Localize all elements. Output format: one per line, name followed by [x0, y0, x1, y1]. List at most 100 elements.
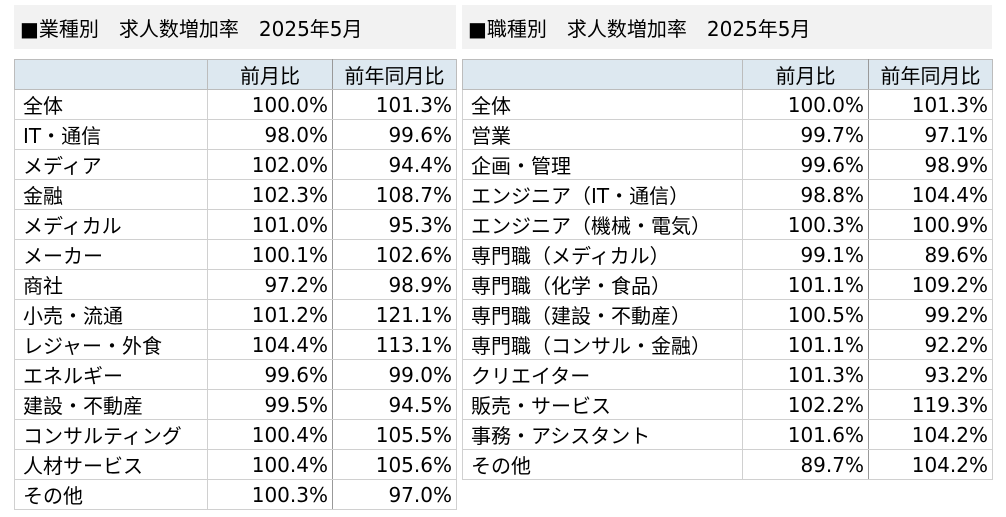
industry-row-mom-value: 100.4%	[207, 449, 333, 480]
job-header-mom: 前月比	[742, 59, 869, 90]
industry-table-row: コンサルティング 100.4% 105.5%	[14, 419, 457, 450]
job-row-mom-value: 101.3%	[742, 359, 869, 390]
industry-row-label: 金融	[14, 179, 208, 210]
industry-row-label: メディア	[14, 149, 208, 180]
job-row-label: 事務・アシスタント	[462, 419, 743, 450]
job-row-yoy-value: 97.1%	[868, 119, 993, 150]
job-row-mom-value: 101.1%	[742, 269, 869, 300]
job-table-row: 全体 100.0% 101.3%	[462, 89, 993, 120]
industry-title: ■業種別 求人数増加率 2025年5月	[14, 5, 456, 49]
industry-row-yoy-value: 105.5%	[332, 419, 457, 450]
industry-table-row: メーカー 100.1% 102.6%	[14, 239, 457, 270]
job-row-yoy-value: 93.2%	[868, 359, 993, 390]
industry-row-yoy-value: 98.9%	[332, 269, 457, 300]
industry-header-mom: 前月比	[207, 59, 333, 90]
industry-table-body: 全体 100.0% 101.3% IT・通信 98.0% 99.6% メディア 102.0% 9…	[14, 89, 457, 510]
job-table-row: エンジニア（機械・電気） 100.3% 100.9%	[462, 209, 993, 240]
industry-table-row: レジャー・外食 104.4% 113.1%	[14, 329, 457, 360]
job-row-label: クリエイター	[462, 359, 743, 390]
job-row-yoy-value: 119.3%	[868, 389, 993, 420]
job-row-yoy-value: 100.9%	[868, 209, 993, 240]
job-table-row: 専門職（建設・不動産） 100.5% 99.2%	[462, 299, 993, 330]
job-table-row: エンジニア（IT・通信） 98.8% 104.4%	[462, 179, 993, 210]
industry-row-mom-value: 102.3%	[207, 179, 333, 210]
job-row-mom-value: 101.6%	[742, 419, 869, 450]
industry-row-yoy-value: 97.0%	[332, 479, 457, 510]
industry-panel: ■業種別 求人数増加率 2025年5月 前月比 前年同月比 全体 100.0% 10…	[14, 5, 457, 510]
industry-row-yoy-value: 99.0%	[332, 359, 457, 390]
job-row-yoy-value: 104.4%	[868, 179, 993, 210]
industry-row-yoy-value: 105.6%	[332, 449, 457, 480]
industry-row-label: 人材サービス	[14, 449, 208, 480]
job-row-label: 専門職（化学・食品）	[462, 269, 743, 300]
industry-table-row: エネルギー 99.6% 99.0%	[14, 359, 457, 390]
job-table-row: 事務・アシスタント 101.6% 104.2%	[462, 419, 993, 450]
job-row-label: 営業	[462, 119, 743, 150]
job-title: ■職種別 求人数増加率 2025年5月	[462, 5, 992, 49]
job-row-mom-value: 100.0%	[742, 89, 869, 120]
job-row-mom-value: 89.7%	[742, 449, 869, 480]
industry-row-yoy-value: 121.1%	[332, 299, 457, 330]
industry-row-yoy-value: 101.3%	[332, 89, 457, 120]
job-table-row: 営業 99.7% 97.1%	[462, 119, 993, 150]
industry-row-yoy-value: 99.6%	[332, 119, 457, 150]
industry-row-yoy-value: 94.5%	[332, 389, 457, 420]
job-row-mom-value: 100.5%	[742, 299, 869, 330]
industry-row-mom-value: 100.1%	[207, 239, 333, 270]
job-row-label: エンジニア（IT・通信）	[462, 179, 743, 210]
industry-table-row: IT・通信 98.0% 99.6%	[14, 119, 457, 150]
industry-row-mom-value: 100.3%	[207, 479, 333, 510]
job-table-row: 企画・管理 99.6% 98.9%	[462, 149, 993, 180]
job-table-row: 販売・サービス 102.2% 119.3%	[462, 389, 993, 420]
job-table-row: 専門職（メディカル） 99.1% 89.6%	[462, 239, 993, 270]
industry-table: 前月比 前年同月比 全体 100.0% 101.3% IT・通信 98.0% 99.6% メ…	[14, 59, 457, 510]
job-header-row: 前月比 前年同月比	[462, 59, 993, 90]
industry-row-label: IT・通信	[14, 119, 208, 150]
industry-table-row: 金融 102.3% 108.7%	[14, 179, 457, 210]
industry-table-row: メディア 102.0% 94.4%	[14, 149, 457, 180]
job-row-mom-value: 101.1%	[742, 329, 869, 360]
industry-row-yoy-value: 94.4%	[332, 149, 457, 180]
job-row-label: 全体	[462, 89, 743, 120]
industry-table-row: 商社 97.2% 98.9%	[14, 269, 457, 300]
job-row-label: 専門職（コンサル・金融）	[462, 329, 743, 360]
industry-table-row: 全体 100.0% 101.3%	[14, 89, 457, 120]
job-table-row: クリエイター 101.3% 93.2%	[462, 359, 993, 390]
job-panel: ■職種別 求人数増加率 2025年5月 前月比 前年同月比 全体 100.0% 10…	[462, 5, 993, 480]
industry-row-mom-value: 100.4%	[207, 419, 333, 450]
job-row-label: 専門職（建設・不動産）	[462, 299, 743, 330]
industry-row-yoy-value: 95.3%	[332, 209, 457, 240]
industry-header-category	[14, 59, 208, 90]
industry-row-mom-value: 98.0%	[207, 119, 333, 150]
industry-table-row: 建設・不動産 99.5% 94.5%	[14, 389, 457, 420]
job-row-mom-value: 102.2%	[742, 389, 869, 420]
industry-row-mom-value: 101.0%	[207, 209, 333, 240]
industry-row-yoy-value: 102.6%	[332, 239, 457, 270]
industry-row-mom-value: 99.5%	[207, 389, 333, 420]
industry-row-label: エネルギー	[14, 359, 208, 390]
job-row-mom-value: 99.6%	[742, 149, 869, 180]
industry-row-label: コンサルティング	[14, 419, 208, 450]
industry-row-yoy-value: 113.1%	[332, 329, 457, 360]
job-row-yoy-value: 109.2%	[868, 269, 993, 300]
industry-header-row: 前月比 前年同月比	[14, 59, 457, 90]
industry-row-label: 建設・不動産	[14, 389, 208, 420]
industry-row-label: その他	[14, 479, 208, 510]
job-table-body: 全体 100.0% 101.3% 営業 99.7% 97.1% 企画・管理 99.6% 98.9…	[462, 89, 993, 480]
job-row-mom-value: 100.3%	[742, 209, 869, 240]
industry-row-label: メーカー	[14, 239, 208, 270]
job-row-yoy-value: 92.2%	[868, 329, 993, 360]
job-header-category	[462, 59, 743, 90]
industry-row-yoy-value: 108.7%	[332, 179, 457, 210]
job-row-yoy-value: 98.9%	[868, 149, 993, 180]
industry-table-row: メディカル 101.0% 95.3%	[14, 209, 457, 240]
industry-row-label: レジャー・外食	[14, 329, 208, 360]
industry-row-mom-value: 101.2%	[207, 299, 333, 330]
job-row-yoy-value: 104.2%	[868, 419, 993, 450]
job-row-yoy-value: 99.2%	[868, 299, 993, 330]
job-table: 前月比 前年同月比 全体 100.0% 101.3% 営業 99.7% 97.1% 企画・管…	[462, 59, 993, 480]
industry-row-mom-value: 102.0%	[207, 149, 333, 180]
job-table-row: 専門職（化学・食品） 101.1% 109.2%	[462, 269, 993, 300]
industry-row-mom-value: 100.0%	[207, 89, 333, 120]
job-row-yoy-value: 89.6%	[868, 239, 993, 270]
